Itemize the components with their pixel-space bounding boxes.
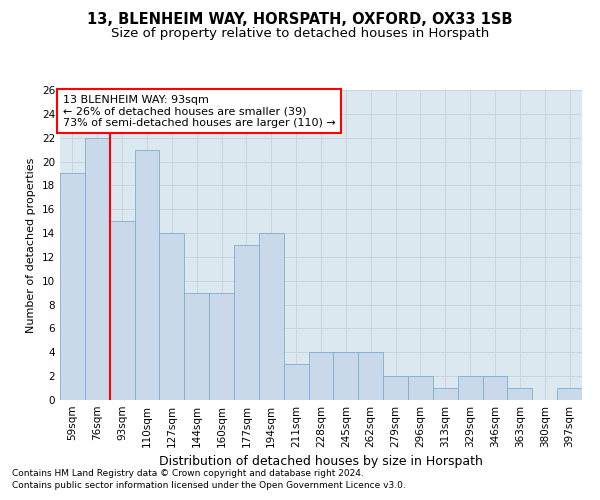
Bar [482, 376, 508, 400]
Bar [234, 245, 259, 400]
Bar [557, 388, 582, 400]
Bar [508, 388, 532, 400]
Bar [408, 376, 433, 400]
Bar [110, 221, 134, 400]
Bar [284, 364, 308, 400]
Bar [184, 292, 209, 400]
Bar [134, 150, 160, 400]
Bar [259, 233, 284, 400]
Text: Size of property relative to detached houses in Horspath: Size of property relative to detached ho… [111, 28, 489, 40]
Bar [209, 292, 234, 400]
Y-axis label: Number of detached properties: Number of detached properties [26, 158, 37, 332]
Bar [383, 376, 408, 400]
Bar [60, 174, 85, 400]
X-axis label: Distribution of detached houses by size in Horspath: Distribution of detached houses by size … [159, 456, 483, 468]
Bar [334, 352, 358, 400]
Bar [85, 138, 110, 400]
Text: Contains HM Land Registry data © Crown copyright and database right 2024.: Contains HM Land Registry data © Crown c… [12, 468, 364, 477]
Text: 13 BLENHEIM WAY: 93sqm
← 26% of detached houses are smaller (39)
73% of semi-det: 13 BLENHEIM WAY: 93sqm ← 26% of detached… [62, 94, 335, 128]
Bar [433, 388, 458, 400]
Bar [160, 233, 184, 400]
Bar [358, 352, 383, 400]
Text: 13, BLENHEIM WAY, HORSPATH, OXFORD, OX33 1SB: 13, BLENHEIM WAY, HORSPATH, OXFORD, OX33… [87, 12, 513, 28]
Text: Contains public sector information licensed under the Open Government Licence v3: Contains public sector information licen… [12, 481, 406, 490]
Bar [308, 352, 334, 400]
Bar [458, 376, 482, 400]
